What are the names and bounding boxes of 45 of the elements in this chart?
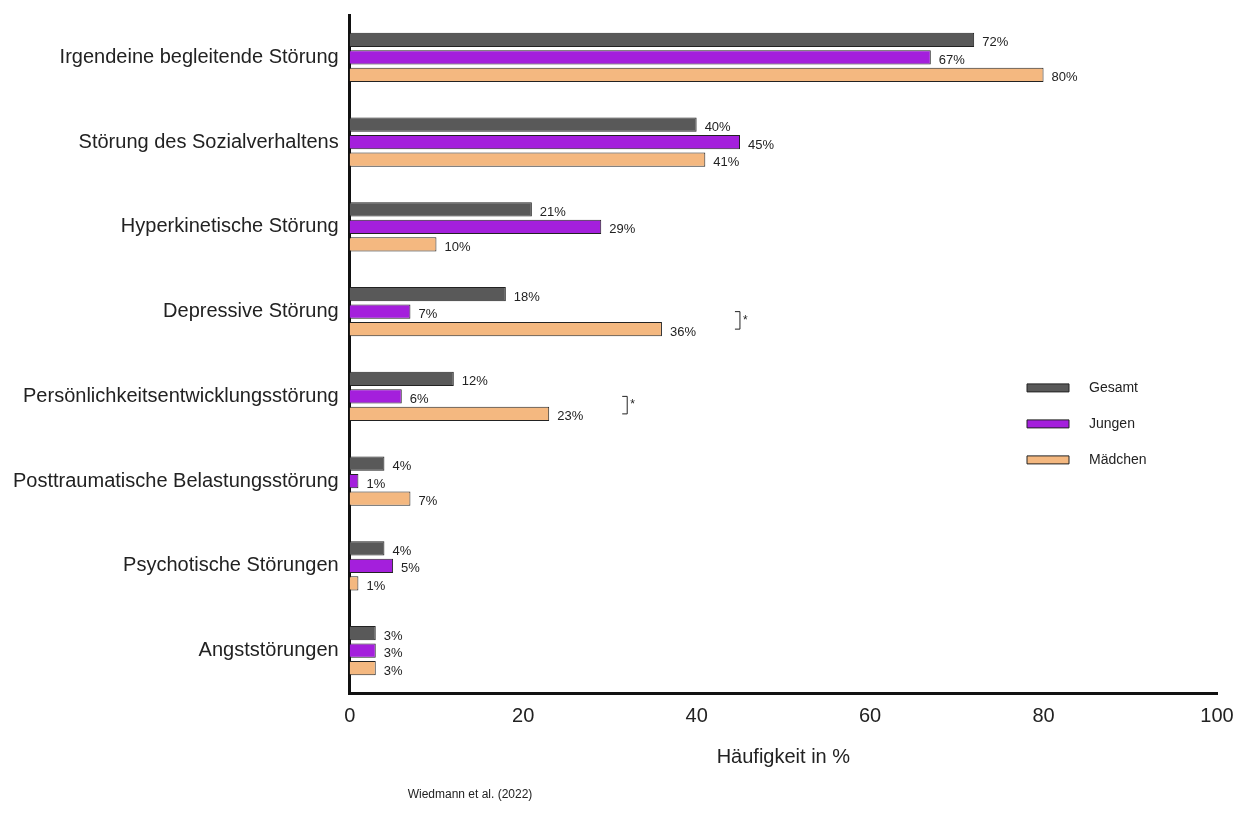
x-axis-title: Häufigkeit in % [716,744,851,767]
data-label: 72% [982,34,1009,50]
data-label: 7% [418,493,438,509]
legend-label: Gesamt [1089,378,1139,395]
y-tick-label: Angststörungen [198,638,339,661]
data-label: 45% [748,136,775,152]
y-tick-label: Depressive Störung [163,299,339,322]
data-label: 23% [557,408,584,424]
data-label: 21% [539,203,567,219]
data-label: 18% [513,288,541,304]
data-label: 3% [383,645,403,661]
y-tick-label: Störung des Sozialverhaltens [78,129,339,152]
data-label: 3% [383,662,403,678]
legend-label: Jungen [1089,414,1135,431]
data-label: 12% [461,373,489,389]
data-label: 1% [366,475,386,491]
data-label: 29% [609,221,636,237]
legend-label: Mädchen [1089,450,1147,467]
y-tick-label: Persönlichkeitsentwicklungsstörung [23,383,339,406]
y-tick-label: Posttraumatische Belastungsstörung [13,468,339,491]
y-tick-label: Irgendeine begleitende Störung [59,44,339,67]
data-label: 4% [392,458,412,474]
y-tick-label: Hyperkinetische Störung [120,214,339,237]
x-tick-label: 20 [512,703,535,726]
data-label: 7% [418,306,438,322]
data-label: 41% [713,154,740,170]
data-label: 1% [366,577,386,593]
y-tick-label: Psychotische Störungen [123,553,339,576]
x-tick-label: 100 [1200,703,1234,726]
data-label: 4% [392,542,412,558]
x-tick-label: 60 [858,703,882,726]
x-tick-label: 40 [685,703,708,726]
text: Wiedmann et al. (2022) [407,787,533,802]
data-label: 3% [383,627,403,643]
data-label: 10% [444,238,471,254]
data-label: 6% [409,390,429,406]
data-label: 67% [938,51,966,67]
data-label: 36% [669,323,697,339]
x-tick-label: 80 [1032,703,1055,726]
data-label: 80% [1051,69,1079,85]
data-label: 5% [401,560,421,576]
data-label: 40% [704,119,732,135]
annotation: * [630,397,636,412]
x-tick-label: 0 [344,703,356,726]
annotation: * [742,312,748,327]
